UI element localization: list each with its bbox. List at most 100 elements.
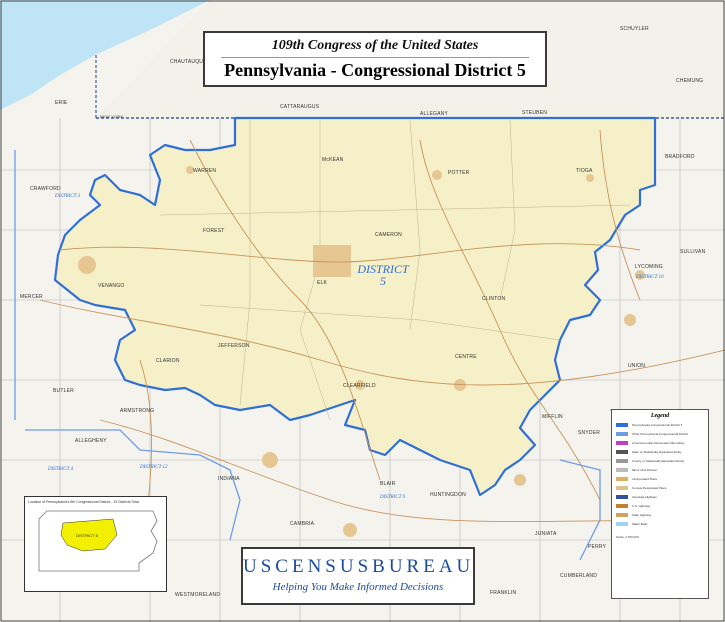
legend-swatch [616, 431, 628, 436]
legend-swatch [616, 503, 628, 508]
legend-label: Other Pennsylvania Congressional Distric… [632, 431, 689, 436]
incorporated-places [78, 166, 645, 537]
inset-district-label: DISTRICT 5 [76, 533, 98, 538]
inset-state-outline: DISTRICT 5 [38, 510, 158, 572]
legend-title: Legend [650, 413, 670, 419]
county-label-mercer: MERCER [20, 294, 43, 300]
legend-swatch [616, 476, 628, 481]
county-label-clarion: CLARION [156, 358, 180, 364]
district-3-label: DISTRICT 3 [54, 194, 81, 199]
legend-label: State Highway [632, 512, 652, 517]
county-label-mifflin: MIFFLIN [542, 414, 563, 420]
legend-item: Incorporated Place [616, 475, 704, 482]
district-9-label: DISTRICT 9 [379, 495, 406, 500]
title-divider [221, 57, 529, 58]
legend-label: County or Statistically Equivalent Entit… [632, 458, 685, 463]
county-label-steuben: STEUBEN [522, 110, 547, 116]
legend-item: State or Statistically Equivalent Entity [616, 448, 704, 455]
county-label-allegheny: ALLEGHENY [75, 438, 107, 444]
district-5-label: DISTRICT [356, 262, 410, 276]
county-label-sullivan: SULLIVAN [680, 249, 706, 255]
county-label-juniata: JUNIATA [535, 531, 557, 537]
lake-erie [0, 0, 210, 110]
legend-item: Other Pennsylvania Congressional Distric… [616, 430, 704, 437]
legend-item: U.S. Highway [616, 502, 704, 509]
legend-label: American Indian Reservation Boundary [632, 440, 685, 445]
census-tagline: Helping You Make Informed Decisions [272, 581, 444, 593]
county-label-forest: FOREST [203, 228, 224, 234]
legend-label: Water Body [632, 521, 648, 526]
county-label-cambria: CAMBRIA [290, 521, 315, 527]
county-label-westmoreland: WESTMORELAND [175, 592, 220, 598]
county-label-blair: BLAIR [380, 481, 396, 487]
county-label-clinton: CLINTON [482, 296, 505, 302]
district-10-label: DISTRICT 10 [635, 275, 664, 280]
inset-district-5 [60, 518, 118, 552]
inset-caption: Location of Pennsylvania's 5th Congressi… [28, 500, 139, 504]
map-title-box: 109th Congress of the United States Penn… [203, 31, 547, 87]
county-label-butler: BUTLER [53, 388, 74, 394]
county-label-centre: CENTRE [455, 354, 477, 360]
legend-item: Water Body [616, 520, 704, 527]
legend-label: Pennsylvania Congressional District 5 [632, 422, 683, 427]
legend-item: Interstate Highway [616, 493, 704, 500]
county-label-jefferson: JEFFERSON [218, 343, 250, 349]
district-5-area [53, 116, 657, 497]
county-label-union: UNION [628, 363, 645, 369]
legend-item: State Highway [616, 511, 704, 518]
district-5-number: 5 [380, 274, 386, 288]
county-label-cattaraugus: CATTARAUGUS [280, 104, 320, 110]
county-label-chemung: CHEMUNG [676, 78, 703, 84]
legend-scale: Scale: 1:750,000 [616, 533, 704, 540]
legend-label: U.S. Highway [632, 503, 651, 508]
district-4-label: DISTRICT 4 [47, 467, 74, 472]
county-label-clearfield: CLEARFIELD [343, 383, 376, 389]
highways [39, 129, 725, 561]
county-label-armstrong: ARMSTRONG [120, 408, 154, 414]
county-label-cameron: CAMERON [375, 232, 402, 238]
legend-label: Interstate Highway [632, 494, 657, 499]
county-label-crawford: CRAWFORD [30, 186, 61, 192]
state-label-new-york: NEW YORK [100, 114, 123, 119]
inset-locator-map: Location of Pennsylvania's 5th Congressi… [24, 496, 167, 592]
county-labels: WARREN McKEAN POTTER TIOGA FOREST CAMERO… [20, 26, 706, 598]
legend-swatch [616, 458, 628, 463]
map-title: Pennsylvania - Congressional District 5 [224, 60, 526, 80]
county-label-cumberland: CUMBERLAND [560, 573, 597, 579]
legend-label: Incorporated Place [632, 476, 658, 481]
county-label-potter: POTTER [448, 170, 470, 176]
legend-swatch [616, 485, 628, 490]
legend-item: Minor Civil Division [616, 466, 704, 473]
county-label-erie: ERIE [55, 100, 68, 106]
county-label-bradford: BRADFORD [665, 154, 695, 160]
legend-scale-label: Scale: 1:750,000 [616, 534, 639, 539]
legend-swatch [616, 521, 628, 526]
congress-subtitle: 109th Congress of the United States [271, 38, 479, 53]
county-label-perry: PERRY [588, 544, 607, 550]
legend-item: County or Statistically Equivalent Entit… [616, 457, 704, 464]
legend-label: Minor Civil Division [632, 467, 658, 472]
county-label-tioga: TIOGA [576, 168, 593, 174]
legend-swatch [616, 512, 628, 517]
county-label-franklin: FRANKLIN [490, 590, 517, 596]
county-label-mckean: McKEAN [322, 157, 344, 163]
county-label-venango: VENANGO [98, 283, 124, 289]
county-label-allegany: ALLEGANY [420, 111, 448, 117]
county-label-indiana: INDIANA [218, 476, 240, 482]
legend-swatch [616, 440, 628, 445]
legend-swatch [616, 449, 628, 454]
county-label-huntingdon: HUNTINGDON [430, 492, 466, 498]
county-label-warren: WARREN [193, 168, 216, 174]
census-bureau-logo: USCENSUSBUREAU [243, 556, 475, 577]
legend-swatch [616, 422, 628, 427]
county-label-elk: ELK [317, 280, 328, 286]
legend-swatch [616, 467, 628, 472]
legend-item: American Indian Reservation Boundary [616, 439, 704, 446]
map-legend: Legend Pennsylvania Congressional Distri… [611, 409, 709, 599]
legend-label: Census Designated Place [632, 485, 667, 490]
county-label-snyder: SNYDER [578, 430, 600, 436]
district-12-label: DISTRICT 12 [139, 465, 168, 470]
census-bureau-box: USCENSUSBUREAU Helping You Make Informed… [241, 547, 475, 605]
county-label-schuyler: SCHUYLER [620, 26, 649, 32]
